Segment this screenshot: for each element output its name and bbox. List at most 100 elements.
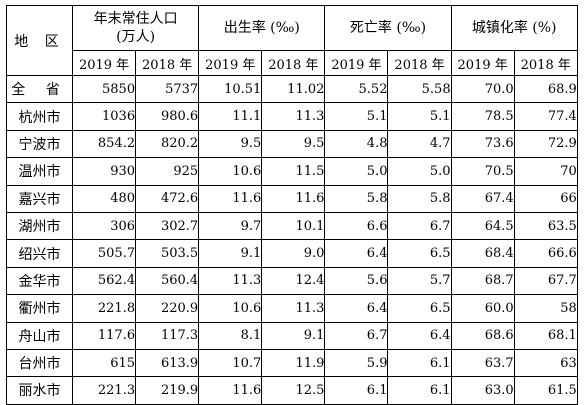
- value-cell: 11.6: [198, 376, 263, 405]
- value-cell: 925: [135, 157, 200, 186]
- table-row: 台州市 615 613.9 10.7 11.9 5.9 6.1 63.7 63: [6, 348, 578, 378]
- death-rate-group-header: 死亡率 (‰): [324, 5, 452, 51]
- value-cell: 63.7: [450, 348, 515, 378]
- value-cell: 560.4: [135, 266, 200, 296]
- value-cell: 63.0: [450, 376, 515, 405]
- value-cell: 562.4: [71, 266, 137, 296]
- value-cell: 6.5: [387, 239, 452, 268]
- value-cell: 9.1: [261, 321, 326, 350]
- value-cell: 11.6: [261, 184, 326, 213]
- value-cell: 5.6: [324, 266, 389, 296]
- value-cell: 64.5: [450, 211, 515, 241]
- value-cell: 1036: [71, 102, 137, 131]
- value-cell: 10.6: [198, 157, 263, 186]
- value-cell: 220.9: [135, 294, 200, 323]
- value-cell: 5737: [135, 74, 200, 104]
- value-cell: 12.5: [261, 376, 326, 405]
- value-cell: 8.1: [198, 321, 263, 350]
- value-cell: 302.7: [135, 211, 200, 241]
- year-header: 2019 年: [324, 50, 389, 76]
- value-cell: 5.0: [387, 157, 452, 186]
- value-cell: 5.8: [387, 184, 452, 213]
- region-cell: 宁波市: [6, 129, 73, 159]
- value-cell: 63.5: [513, 211, 578, 241]
- value-cell: 5850: [71, 74, 137, 104]
- value-cell: 73.6: [450, 129, 515, 159]
- value-cell: 68.7: [450, 266, 515, 296]
- value-cell: 9.5: [198, 129, 263, 159]
- value-cell: 70.0: [450, 74, 515, 104]
- value-cell: 77.4: [513, 102, 578, 131]
- region-cell: 台州市: [6, 348, 73, 378]
- year-header: 2018 年: [513, 50, 578, 76]
- value-cell: 6.4: [387, 321, 452, 350]
- value-cell: 5.8: [324, 184, 389, 213]
- header-row-groups: 地 区 年末常住人口 (万人) 出生率 (‰) 死亡率 (‰) 城镇化率 (%): [6, 5, 578, 76]
- value-cell: 854.2: [71, 129, 137, 159]
- value-cell: 6.1: [387, 376, 452, 405]
- table-row: 嘉兴市 480 472.6 11.6 11.6 5.8 5.8 67.4 66: [6, 184, 578, 213]
- value-cell: 58: [513, 294, 578, 323]
- value-cell: 11.3: [261, 102, 326, 131]
- value-cell: 9.7: [198, 211, 263, 241]
- value-cell: 9.1: [198, 239, 263, 268]
- value-cell: 5.0: [324, 157, 389, 186]
- value-cell: 503.5: [135, 239, 200, 268]
- value-cell: 11.9: [261, 348, 326, 378]
- year-header: 2018 年: [261, 50, 326, 76]
- birth-rate-group-header: 出生率 (‰): [198, 5, 326, 51]
- value-cell: 11.02: [261, 74, 326, 104]
- value-cell: 10.7: [198, 348, 263, 378]
- value-cell: 221.3: [71, 376, 137, 405]
- value-cell: 78.5: [450, 102, 515, 131]
- table-row: 杭州市 1036 980.6 11.1 11.3 5.1 5.1 78.5 77.4: [6, 102, 578, 131]
- table-row: 湖州市 306 302.7 9.7 10.1 6.6 6.7 64.5 63.5: [6, 211, 578, 241]
- value-cell: 117.3: [135, 321, 200, 350]
- value-cell: 11.1: [198, 102, 263, 131]
- population-header-line2: (万人): [116, 29, 156, 45]
- value-cell: 68.6: [450, 321, 515, 350]
- year-header: 2019 年: [71, 50, 137, 76]
- table-row: 丽水市 221.3 219.9 11.6 12.5 6.1 6.1 63.0 61.5: [6, 376, 578, 405]
- value-cell: 68.1: [513, 321, 578, 350]
- value-cell: 4.8: [324, 129, 389, 159]
- value-cell: 11.6: [198, 184, 263, 213]
- value-cell: 4.7: [387, 129, 452, 159]
- population-header-line1: 年末常住人口: [93, 11, 178, 27]
- value-cell: 12.4: [261, 266, 326, 296]
- header-row-years: 2019 年 2018 年 2019 年 2018 年 2019 年 2018 …: [7, 50, 578, 76]
- value-cell: 117.6: [71, 321, 137, 350]
- value-cell: 480: [71, 184, 137, 213]
- value-cell: 63: [513, 348, 578, 378]
- value-cell: 6.5: [387, 294, 452, 323]
- value-cell: 6.7: [387, 211, 452, 241]
- value-cell: 6.4: [324, 294, 389, 323]
- value-cell: 5.52: [324, 74, 389, 104]
- value-cell: 221.8: [71, 294, 137, 323]
- year-header: 2019 年: [450, 50, 515, 76]
- region-cell: 温州市: [6, 157, 73, 186]
- value-cell: 11.3: [198, 266, 263, 296]
- value-cell: 505.7: [71, 239, 137, 268]
- table-row: 宁波市 854.2 820.2 9.5 9.5 4.8 4.7 73.6 72.9: [6, 129, 578, 159]
- urbanization-group-header: 城镇化率 (%): [450, 5, 578, 51]
- value-cell: 980.6: [135, 102, 200, 131]
- table-row: 绍兴市 505.7 503.5 9.1 9.0 6.4 6.5 68.4 66.6: [6, 239, 578, 268]
- region-cell: 衢州市: [6, 294, 73, 323]
- value-cell: 613.9: [135, 348, 200, 378]
- table-row: 温州市 930 925 10.6 11.5 5.0 5.0 70.5 70: [6, 157, 578, 186]
- value-cell: 70.5: [450, 157, 515, 186]
- region-cell: 丽水市: [6, 376, 73, 405]
- year-header: 2018 年: [387, 50, 452, 76]
- value-cell: 66: [513, 184, 578, 213]
- value-cell: 6.7: [324, 321, 389, 350]
- value-cell: 6.4: [324, 239, 389, 268]
- value-cell: 6.1: [387, 348, 452, 378]
- value-cell: 66.6: [513, 239, 578, 268]
- population-stats-table: 地 区 年末常住人口 (万人) 出生率 (‰) 死亡率 (‰) 城镇化率 (%)…: [6, 5, 578, 405]
- value-cell: 5.9: [324, 348, 389, 378]
- value-cell: 72.9: [513, 129, 578, 159]
- value-cell: 11.3: [261, 294, 326, 323]
- value-cell: 10.6: [198, 294, 263, 323]
- value-cell: 820.2: [135, 129, 200, 159]
